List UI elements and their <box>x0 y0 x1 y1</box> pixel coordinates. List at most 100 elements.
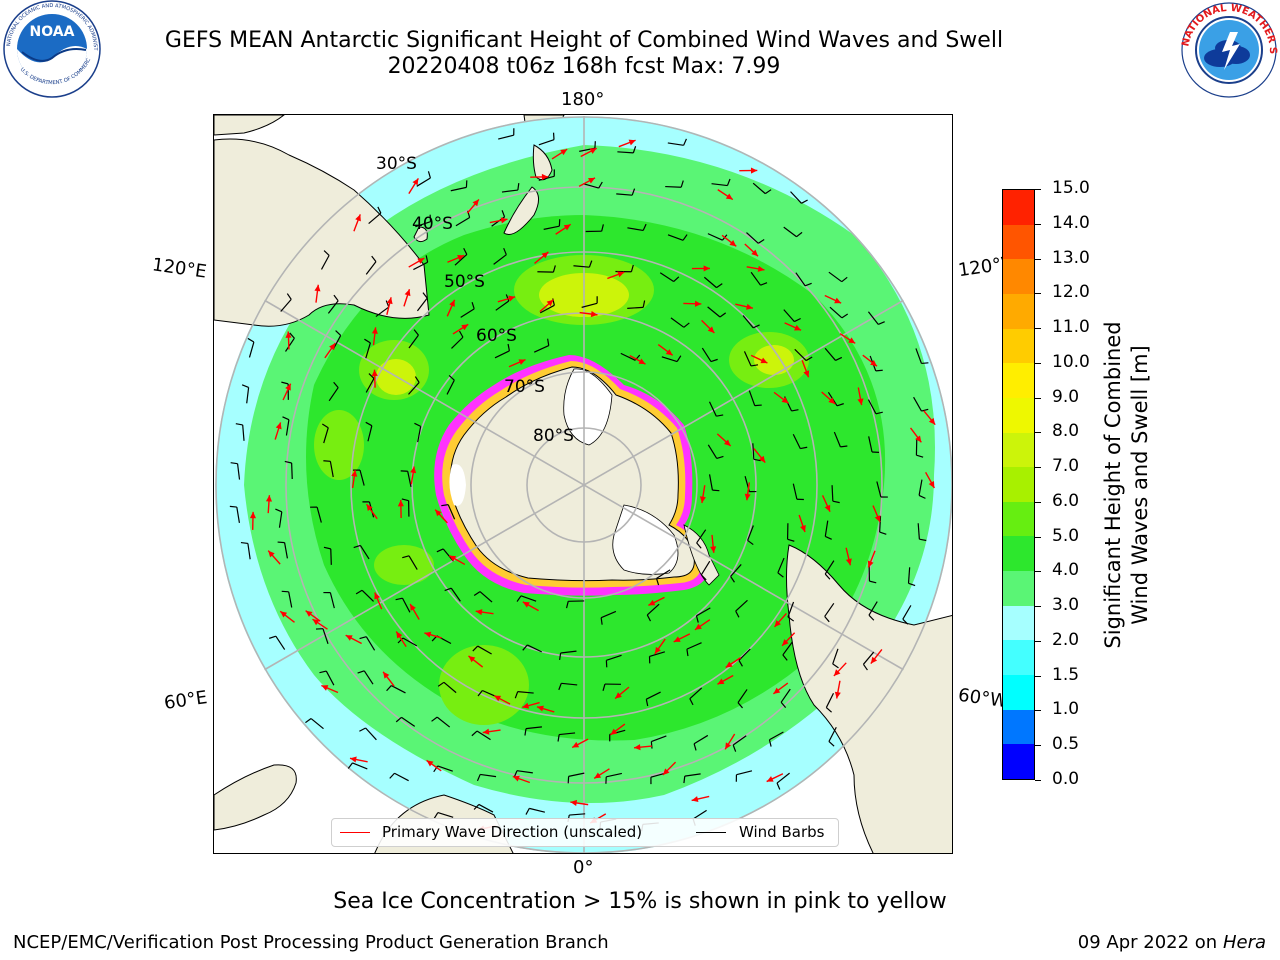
graticule <box>215 116 952 853</box>
wave-arrow <box>512 775 531 784</box>
wave-arrow <box>872 505 881 523</box>
wind-barb <box>414 422 422 443</box>
wind-barb <box>362 501 375 518</box>
wave-arrow <box>618 139 636 148</box>
wave-arrow <box>925 471 935 489</box>
wave-arrow <box>801 360 810 378</box>
wave-arrow <box>408 257 425 268</box>
map-legend: Primary Wave Direction (unscaled) Wind B… <box>331 818 839 847</box>
wind-barb <box>472 645 492 655</box>
wave-arrow <box>773 391 789 404</box>
wind-barb <box>790 191 808 204</box>
wave-arrow <box>324 342 336 359</box>
colorbar-tick-mark <box>1035 362 1041 364</box>
wind-barb <box>868 601 878 621</box>
wave-arrow <box>395 631 407 647</box>
colorbar-tick-label: 9.0 <box>1052 386 1080 407</box>
colorbar-tick-mark <box>1035 780 1041 781</box>
colorbar-tick-label: 2.0 <box>1052 629 1080 650</box>
lat-label-30s: 30°S <box>376 154 417 174</box>
wave-arrow <box>410 466 417 485</box>
wave-arrow <box>530 173 549 181</box>
wave-arrow <box>772 682 789 695</box>
wind-barb <box>581 296 598 308</box>
colorbar-tick-mark <box>1035 606 1041 608</box>
wave-arrow <box>710 534 717 553</box>
wave-arrow <box>579 311 598 318</box>
wave-arrow <box>249 511 257 530</box>
wind-barb <box>269 635 286 650</box>
wave-arrow <box>448 555 466 566</box>
wave-arrow <box>551 148 568 160</box>
wind-barb <box>416 171 431 187</box>
wave-arrow <box>282 383 292 401</box>
wind-barb <box>495 294 510 311</box>
wave-arrow <box>571 738 589 749</box>
wind-barb <box>323 546 332 565</box>
lon-label-60e: 60°E <box>162 687 209 714</box>
wind-barb <box>446 375 455 395</box>
wave-arrow <box>824 294 842 304</box>
wind-barb <box>659 272 680 283</box>
wind-barb <box>583 181 603 189</box>
wave-arrow <box>691 795 710 803</box>
polar-map: 30°S 40°S 50°S 60°S 70°S 80°S <box>213 114 953 854</box>
colorbar-segment <box>1003 569 1034 606</box>
wind-barb <box>402 555 418 570</box>
colorbar-tick-mark <box>1035 675 1041 677</box>
wind-barb <box>708 474 720 492</box>
wave-arrow <box>753 448 766 464</box>
wave-arrow <box>610 723 626 736</box>
colorbar-tick-label: 8.0 <box>1052 421 1080 442</box>
wind-barb <box>476 773 497 782</box>
wind-barb <box>280 293 292 312</box>
wind-barb <box>533 338 550 353</box>
wind-barb <box>695 607 711 623</box>
wave-arrow <box>446 299 456 317</box>
colorbar-tick-label: 11.0 <box>1052 317 1090 338</box>
wind-barb <box>735 770 753 782</box>
wind-barb <box>433 812 454 819</box>
colorbar-segment <box>1003 258 1034 294</box>
colorbar-tick-label: 15.0 <box>1052 178 1090 198</box>
wind-barb <box>364 338 371 359</box>
wave-arrow <box>409 603 420 620</box>
wave-arrow <box>744 243 759 257</box>
wind-barb <box>247 337 255 358</box>
wave-arrow <box>522 601 539 612</box>
wind-barb <box>565 600 585 609</box>
wave-arrow <box>267 550 281 565</box>
colorbar-segment <box>1003 604 1034 641</box>
lat-label-70s: 70°S <box>504 377 545 397</box>
wind-barb <box>229 505 241 523</box>
wind-barb <box>522 644 542 653</box>
lon-label-180: 180° <box>561 89 605 110</box>
wind-barb <box>780 688 791 709</box>
wind-barb <box>431 716 451 728</box>
colorbar-segment <box>1003 223 1034 260</box>
wave-arrow <box>701 319 715 334</box>
wave-arrow <box>691 265 710 272</box>
wind-barb <box>743 351 759 367</box>
colorbar-tick-label: 1.5 <box>1052 664 1080 685</box>
svg-text:NOAA: NOAA <box>30 24 75 40</box>
wave-arrow <box>699 485 706 504</box>
wind-barb <box>711 178 731 187</box>
wind-barb <box>355 589 374 602</box>
wave-arrow <box>466 198 480 214</box>
wind-barb <box>408 376 420 395</box>
wind-barb <box>824 602 835 623</box>
wind-barb <box>365 373 375 393</box>
wind-barb <box>605 654 622 668</box>
wave-arrow <box>744 482 751 501</box>
wave-arrow <box>717 189 734 201</box>
wind-barb <box>746 232 765 244</box>
colorbar-tick-label: 12.0 <box>1052 282 1090 303</box>
wind-barb <box>501 183 520 193</box>
wind-barb <box>831 485 840 504</box>
wave-arrow <box>578 177 596 187</box>
wind-barb <box>395 597 411 613</box>
wave-arrow <box>657 343 674 356</box>
wind-barb <box>667 138 687 146</box>
wind-barb <box>494 343 510 359</box>
